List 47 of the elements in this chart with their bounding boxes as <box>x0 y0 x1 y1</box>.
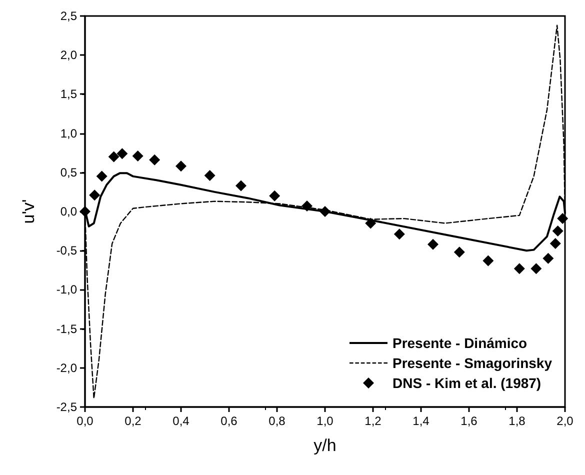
x-tick-label: 1,2 <box>364 414 382 428</box>
legend-label: Presente - Smagorinsky <box>392 355 552 371</box>
y-axis-title: u'v' <box>19 199 38 224</box>
point <box>482 255 494 266</box>
y-tick-label: -1,5 <box>56 322 78 336</box>
y-tick-label: -2,5 <box>56 400 78 414</box>
point <box>542 252 554 264</box>
point <box>394 228 405 240</box>
y-tick-label: 0,0 <box>60 204 78 218</box>
point <box>116 148 128 160</box>
x-tick-label: 0,2 <box>124 414 142 428</box>
y-tick-label: 0,5 <box>60 165 78 180</box>
x-tick-label: 1,4 <box>412 414 430 428</box>
x-axis-title: y/h <box>314 436 336 455</box>
x-tick-label: 0,0 <box>76 414 94 428</box>
point <box>108 151 120 162</box>
y-tick-label: -0,5 <box>56 244 78 258</box>
point <box>132 150 144 162</box>
y-tick-label: 1,0 <box>60 126 78 140</box>
x-tick-label: 1,8 <box>508 414 526 428</box>
point <box>530 263 542 274</box>
x-tick-label: 1,6 <box>460 414 478 428</box>
x-tick-label: 0,6 <box>220 414 238 428</box>
x-tick-label: 1,0 <box>316 414 334 428</box>
y-tick-label: -2,0 <box>56 360 78 375</box>
legend-label: DNS - Kim et al. (1987) <box>392 375 542 391</box>
point <box>176 160 186 172</box>
point <box>236 180 246 192</box>
point <box>557 213 568 224</box>
point <box>514 263 525 274</box>
x-tick-label: 0,8 <box>268 414 286 428</box>
point <box>204 170 216 182</box>
y-tick-label: 1,5 <box>60 87 78 102</box>
point <box>552 226 564 237</box>
legend-label: Presente - Dinámico <box>392 335 528 351</box>
x-tick-label: 0,4 <box>172 414 190 428</box>
point <box>89 190 100 201</box>
y-tick-label: 2,0 <box>60 48 78 62</box>
point <box>269 190 280 202</box>
point <box>454 246 465 258</box>
y-tick-label: -1,0 <box>56 282 78 297</box>
point <box>96 170 108 182</box>
x-tick-label: 2,0 <box>556 414 574 428</box>
point <box>149 154 160 166</box>
point <box>428 238 438 250</box>
y-tick-label: 2,5 <box>60 9 78 23</box>
point <box>550 238 561 250</box>
